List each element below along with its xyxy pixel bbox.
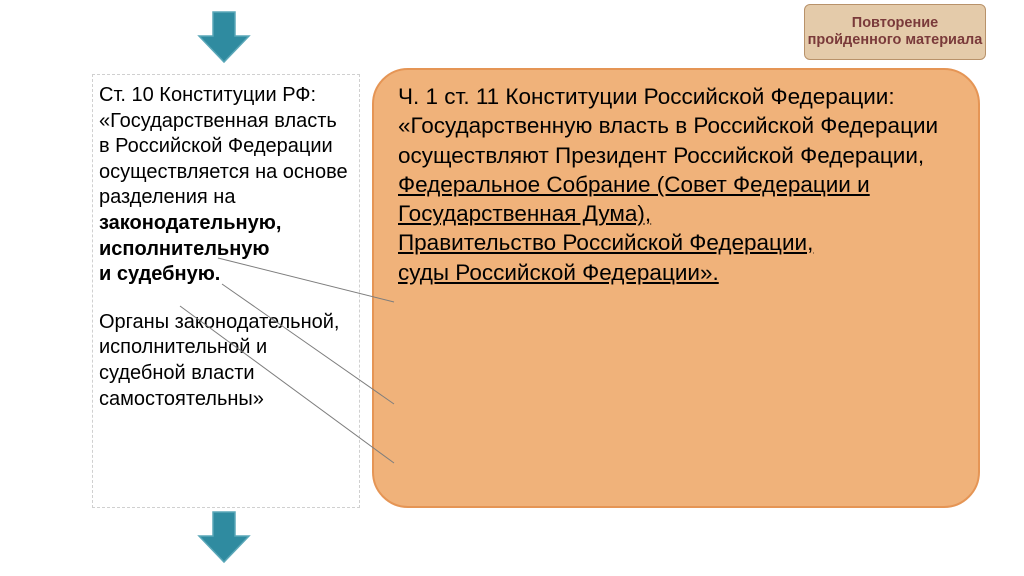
- article-11-u3: суды Российской Федерации».: [398, 260, 719, 285]
- arrow-down-icon: [195, 508, 253, 566]
- arrow-down-top: [195, 8, 253, 71]
- article-11-u2: Правительство Российской Федерации,: [398, 230, 813, 255]
- article-11-lead: Ч. 1 ст. 11 Конституции Российской Федер…: [398, 84, 938, 168]
- badge-text: Повторение пройденного материала: [805, 15, 985, 50]
- article-11-u1: Федеральное Собрание (Совет Федерации и …: [398, 172, 870, 226]
- article-10-p2: Органы законодательной, исполнительной и…: [99, 310, 349, 412]
- article-10-box: Ст. 10 Конституции РФ: «Государственная …: [92, 74, 360, 508]
- article-11-box: Ч. 1 ст. 11 Конституции Российской Федер…: [372, 68, 980, 508]
- article-10-p1-lead: Ст. 10 Конституции РФ: «Государственная …: [99, 84, 348, 208]
- article-10-p1: Ст. 10 Конституции РФ: «Государственная …: [99, 83, 349, 288]
- arrow-down-bottom: [195, 508, 253, 571]
- review-badge: Повторение пройденного материала: [804, 4, 986, 60]
- arrow-down-icon: [195, 8, 253, 66]
- article-10-p1-bold: законодательную, исполнительную и судебн…: [99, 212, 281, 285]
